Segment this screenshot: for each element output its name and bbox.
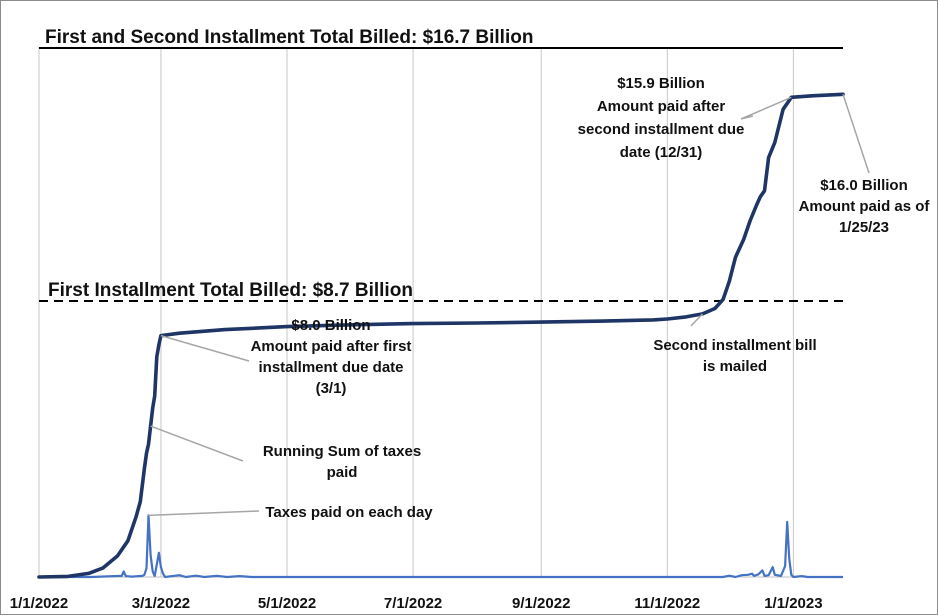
- x-tick-label-5: 11/1/2022: [634, 595, 700, 612]
- annotation-1-line-0: Running Sum of taxes: [263, 443, 421, 460]
- annotation-0-line-2: installment due date: [258, 359, 403, 376]
- first-installment-label: First Installment Total Billed: $8.7 Bil…: [48, 280, 413, 301]
- x-tick-label-6: 1/1/2023: [764, 595, 822, 612]
- x-tick-label-4: 9/1/2022: [512, 595, 570, 612]
- annotation-0-line-1: Amount paid after first: [251, 338, 412, 355]
- annotation-leader-1: [151, 426, 243, 461]
- annotation-5-line-2: 1/25/23: [839, 219, 889, 236]
- annotation-leader-2: [149, 511, 260, 515]
- annotation-0-line-0: $8.0 Billion: [291, 317, 370, 334]
- annotation-3-line-0: Second installment bill: [653, 337, 816, 354]
- annotation-1-line-1: paid: [327, 464, 358, 481]
- x-tick-label-1: 3/1/2022: [132, 595, 190, 612]
- x-tick-label-3: 7/1/2022: [384, 595, 442, 612]
- annotation-leader-5: [843, 94, 869, 173]
- annotation-3-line-1: is mailed: [703, 358, 767, 375]
- running-sum-line: [39, 94, 843, 577]
- annotation-5-line-0: $16.0 Billion: [820, 177, 908, 194]
- x-tick-label-2: 5/1/2022: [258, 595, 316, 612]
- x-tick-label-0: 1/1/2022: [10, 595, 68, 612]
- annotation-4-line-0: $15.9 Billion: [617, 75, 705, 92]
- total-billed-label: First and Second Installment Total Bille…: [45, 27, 533, 48]
- annotation-leader-0: [161, 336, 249, 361]
- annotation-0-line-3: (3/1): [316, 380, 347, 397]
- annotation-4-line-1: Amount paid after: [597, 98, 725, 115]
- annotation-2-line-0: Taxes paid on each day: [265, 504, 433, 521]
- daily-taxes-line: [39, 515, 843, 577]
- annotation-4-line-3: date (12/31): [620, 144, 703, 161]
- annotation-5-line-1: Amount paid as of: [799, 198, 931, 215]
- annotation-4-line-2: second installment due: [578, 121, 745, 138]
